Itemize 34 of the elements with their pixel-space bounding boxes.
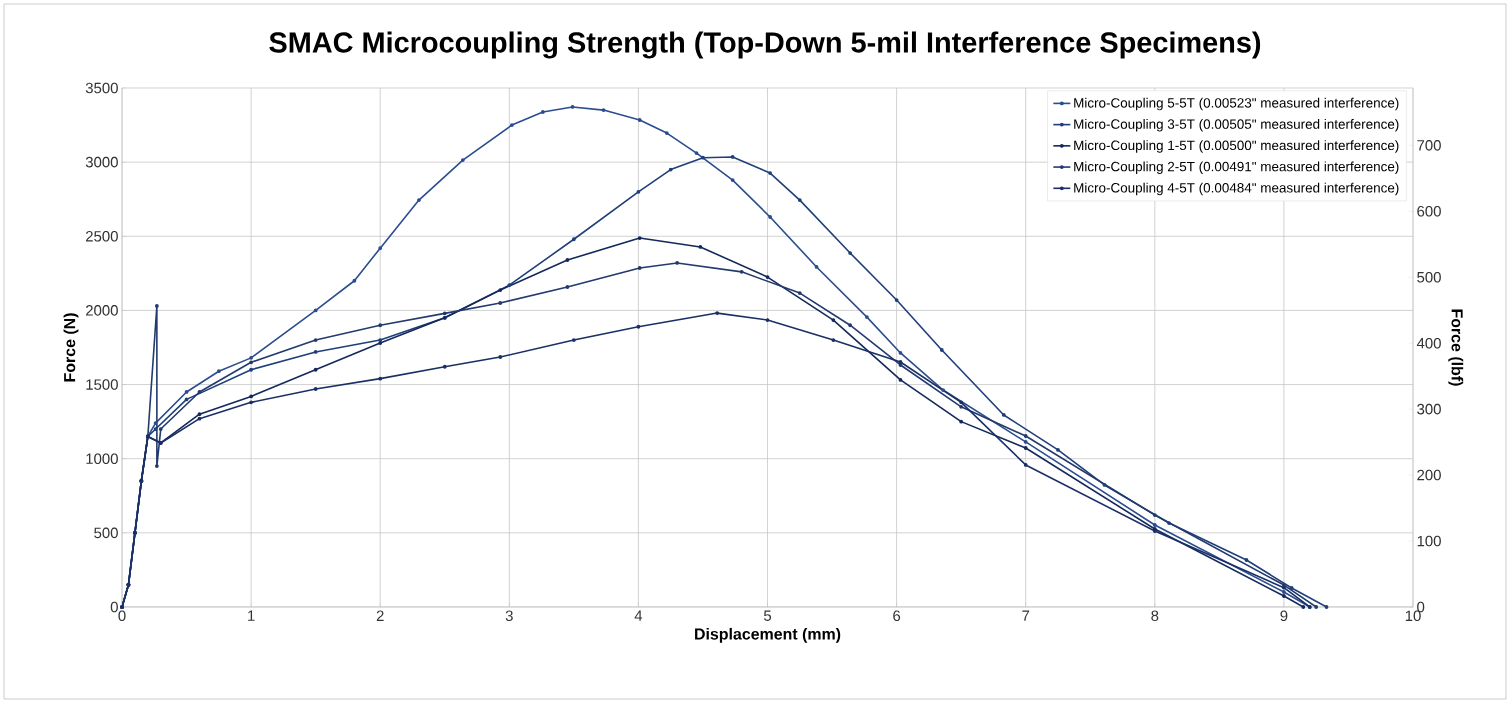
x-tick-label: 1 <box>248 610 255 621</box>
y2-tick-label: 300 <box>1417 403 1441 415</box>
y2-tick-label: 400 <box>1416 337 1441 349</box>
legend-label: Micro-Coupling 1-5T (0.00500" measured interference) <box>1074 140 1399 153</box>
y-tick-label: 2500 <box>86 230 118 242</box>
x-tick-label: 5 <box>763 610 772 621</box>
y-tick-label: 3000 <box>85 156 118 168</box>
y-tick-label: 1500 <box>86 379 118 390</box>
y-tick-label: 0 <box>110 601 118 613</box>
x-tick-label: 0 <box>118 610 126 622</box>
x-tick-label: 3 <box>505 610 513 622</box>
y-tick-label: 2000 <box>86 305 118 316</box>
y2-tick-label: 500 <box>1417 271 1441 283</box>
x-tick-label: 4 <box>634 610 643 621</box>
legend-label: Micro-Coupling 2-5T (0.00491" measured interference) <box>1074 161 1399 174</box>
legend-label: Micro-Coupling 3-5T (0.00505" measured interference) <box>1074 119 1399 132</box>
x-axis-title: Displacement (mm) <box>695 627 841 643</box>
x-tick-label: 9 <box>1280 610 1288 622</box>
y2-tick-label: 100 <box>1417 535 1441 547</box>
y-axis-title: Force (N) <box>63 313 79 382</box>
legend-label: Micro-Coupling 5-5T (0.00523" measured interference) <box>1074 97 1399 111</box>
y-tick-label: 1000 <box>86 453 118 464</box>
y2-tick-label: 700 <box>1417 140 1441 151</box>
y-tick-label: 500 <box>94 527 118 539</box>
y-tick-label: 3500 <box>85 82 118 94</box>
y2-tick-label: 600 <box>1417 206 1441 217</box>
chart-title: SMAC Microcoupling Strength (Top-Down 5-mil Interference Specimens) <box>269 31 1261 59</box>
x-tick-label: 8 <box>1151 610 1159 622</box>
legend-label: Micro-Coupling 4-5T (0.00484" measured interference) <box>1074 182 1399 196</box>
x-tick-label: 2 <box>376 610 384 621</box>
y2-axis-title: Force (lbf) <box>1448 309 1464 386</box>
x-tick-label: 6 <box>893 610 901 622</box>
y2-tick-label: 200 <box>1417 469 1441 481</box>
x-tick-label: 7 <box>1022 610 1030 621</box>
